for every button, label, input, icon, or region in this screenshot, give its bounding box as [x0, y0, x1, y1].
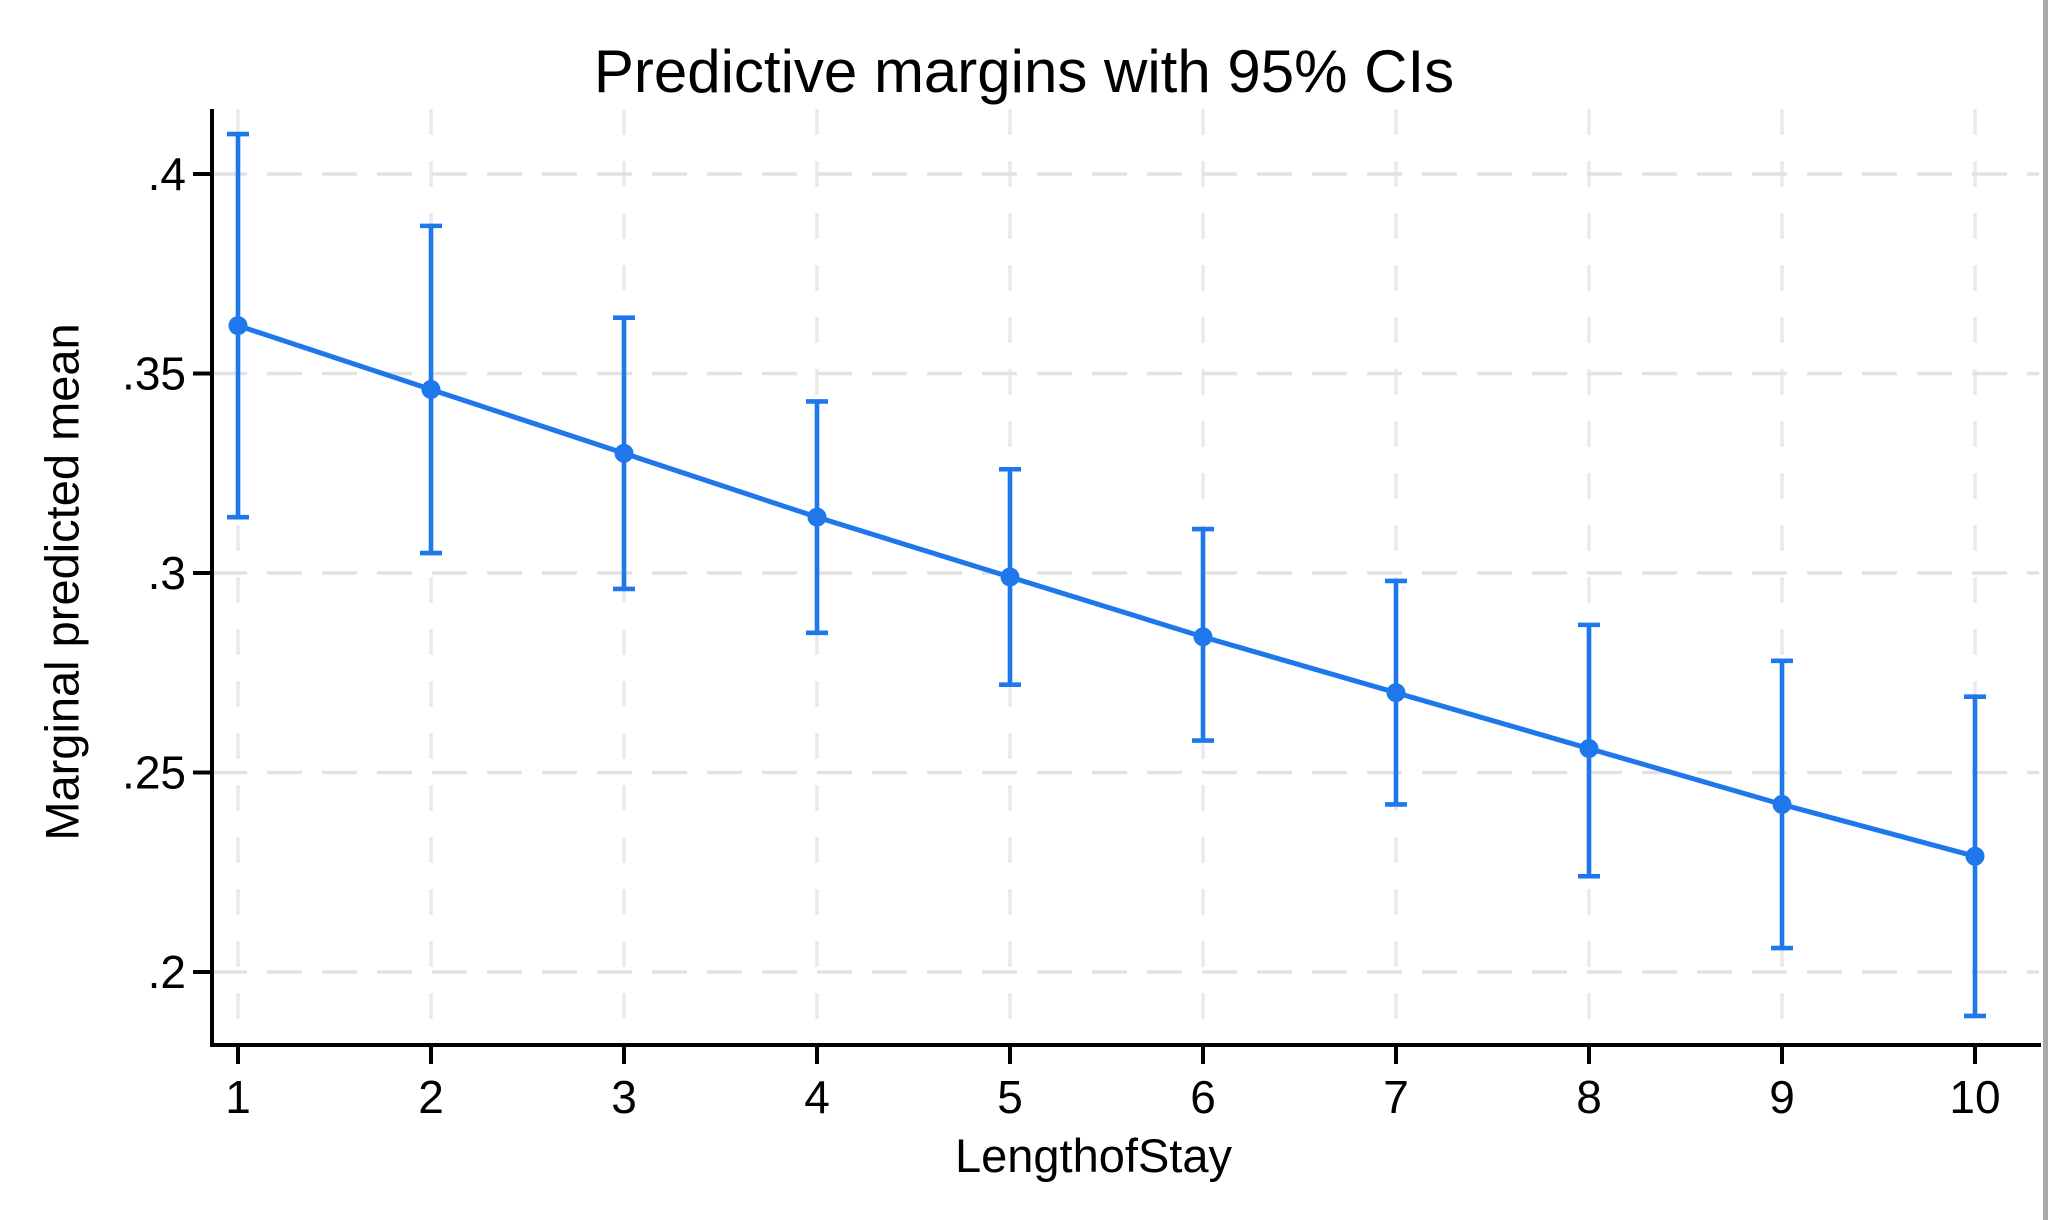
- x-tick-label: 8: [1576, 1071, 1602, 1123]
- series-line: [237, 323, 1976, 859]
- chart-title: Predictive margins with 95% CIs: [593, 38, 1455, 105]
- data-point-marker: [421, 379, 441, 399]
- data-point-marker: [228, 316, 248, 336]
- y-tick-label: .3: [148, 547, 186, 599]
- y-tick-label: .35: [122, 348, 186, 400]
- x-tick-label: 1: [225, 1071, 251, 1123]
- data-point-marker: [1579, 739, 1599, 759]
- x-tick-label: 9: [1769, 1071, 1795, 1123]
- x-tick-label: 10: [1949, 1071, 2000, 1123]
- data-point-marker: [1965, 846, 1985, 866]
- y-tick-label: .25: [122, 747, 186, 799]
- data-point-marker: [1386, 683, 1406, 703]
- y-tick-label: .2: [148, 946, 186, 998]
- data-point-marker: [1000, 567, 1020, 587]
- x-tick-label: 7: [1383, 1071, 1409, 1123]
- y-tick-label: .4: [148, 148, 186, 200]
- x-axis-label: LengthofStay: [955, 1129, 1232, 1182]
- window-edge: [2043, 0, 2048, 1220]
- x-tick-label: 5: [997, 1071, 1023, 1123]
- data-point-marker: [1772, 794, 1792, 814]
- x-tick-label: 2: [418, 1071, 444, 1123]
- data-point-marker: [807, 507, 827, 527]
- x-tick-label: 3: [611, 1071, 637, 1123]
- x-tick-label: 6: [1190, 1071, 1216, 1123]
- data-point-marker: [614, 443, 634, 463]
- data-point-marker: [1193, 627, 1213, 647]
- x-tick-label: 4: [804, 1071, 830, 1123]
